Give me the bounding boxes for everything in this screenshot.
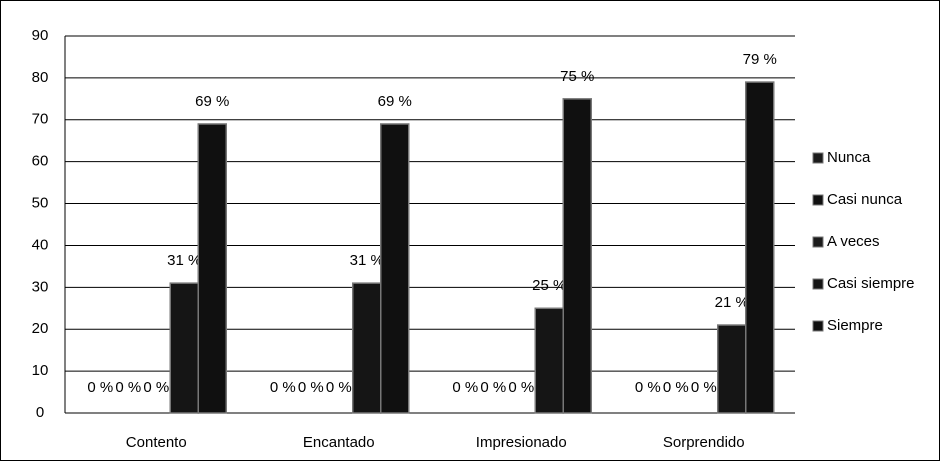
data-label: 69 % [195,93,229,110]
y-tick-label: 50 [32,195,49,212]
legend-label: Casi nunca [827,191,903,208]
legend-swatch [812,152,824,164]
bar [534,307,564,414]
legend-swatch [812,194,824,206]
x-tick-label: Encantado [303,434,375,451]
data-label: 0 % [270,379,296,396]
y-tick-label: 40 [32,236,49,253]
bar [169,282,199,414]
legend-swatch [812,236,824,248]
bar [717,324,747,414]
bar [352,282,382,414]
data-label: 0 % [663,379,689,396]
data-label: 21 % [715,294,749,311]
y-tick-label: 70 [32,111,49,128]
bar [745,81,775,414]
data-label: 0 % [326,379,352,396]
x-tick-label: Contento [126,434,187,451]
y-tick-label: 0 [36,404,44,421]
data-label: 31 % [167,252,201,269]
y-tick-label: 30 [32,278,49,295]
legend-label: A veces [827,233,880,250]
data-label: 0 % [143,379,169,396]
legend-swatch [812,320,824,332]
data-label: 0 % [480,379,506,396]
bar [197,123,227,414]
legend-label: Casi siempre [827,275,915,292]
data-label: 0 % [508,379,534,396]
data-label: 75 % [560,68,594,85]
data-label: 0 % [691,379,717,396]
data-label: 0 % [635,379,661,396]
data-label: 0 % [298,379,324,396]
data-label: 0 % [115,379,141,396]
bar [562,98,592,414]
y-tick-label: 20 [32,320,49,337]
y-tick-label: 90 [32,27,49,44]
y-tick-label: 80 [32,69,49,86]
data-label: 25 % [532,277,566,294]
y-tick-label: 60 [32,153,49,170]
x-tick-label: Impresionado [476,434,567,451]
legend-label: Siempre [827,317,883,334]
bar [380,123,410,414]
data-label: 0 % [87,379,113,396]
legend-label: Nunca [827,149,871,166]
data-label: 31 % [350,252,384,269]
data-label: 0 % [452,379,478,396]
y-tick-label: 10 [32,362,49,379]
legend-swatch [812,278,824,290]
x-tick-label: Sorprendido [663,434,745,451]
data-label: 79 % [743,51,777,68]
data-label: 69 % [378,93,412,110]
